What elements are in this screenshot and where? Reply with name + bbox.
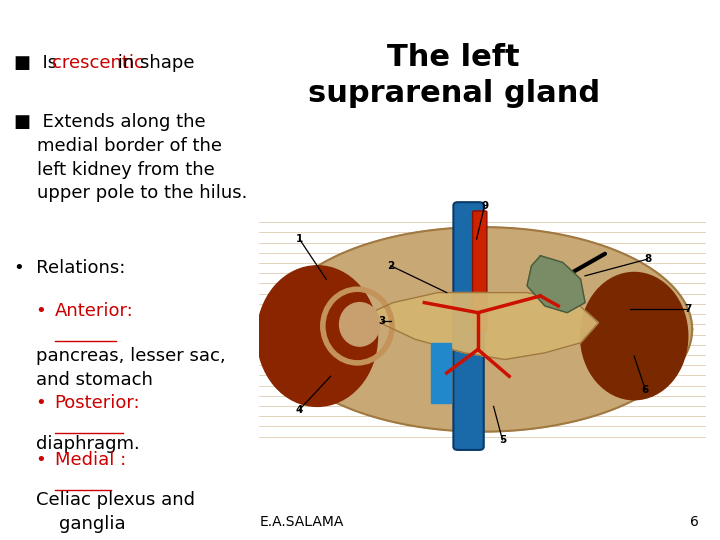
FancyBboxPatch shape [472,211,487,330]
Text: •: • [36,302,58,320]
Ellipse shape [580,273,688,400]
Polygon shape [273,227,692,431]
Text: Celiac plexus and
    ganglia: Celiac plexus and ganglia [36,491,195,533]
Text: in shape: in shape [112,54,194,72]
Text: ■  Is: ■ Is [14,54,63,72]
Text: •: • [36,451,58,469]
Text: Anterior:: Anterior: [55,302,133,320]
Text: 1: 1 [296,234,303,244]
Text: •: • [36,394,58,412]
FancyBboxPatch shape [454,202,484,450]
Ellipse shape [340,302,379,346]
Text: 6: 6 [642,384,649,395]
Text: pancreas, lesser sac,
and stomach: pancreas, lesser sac, and stomach [36,347,225,389]
Ellipse shape [257,266,377,407]
Text: 4: 4 [296,405,303,415]
Text: The left
suprarenal gland: The left suprarenal gland [307,43,600,108]
Text: Posterior:: Posterior: [55,394,140,412]
Text: 5: 5 [499,435,506,445]
Text: •  Relations:: • Relations: [14,259,126,277]
Text: E.A.SALAMA: E.A.SALAMA [259,515,343,529]
Text: Medial :: Medial : [55,451,126,469]
Text: 7: 7 [684,305,691,314]
Text: 9: 9 [481,200,488,211]
Text: 6: 6 [690,515,698,529]
Polygon shape [458,356,480,447]
Text: 3: 3 [378,316,386,326]
Text: crescentic: crescentic [52,54,144,72]
Polygon shape [371,293,598,360]
Text: 2: 2 [387,261,395,271]
Text: ■  Extends along the
    medial border of the
    left kidney from the
    upper: ■ Extends along the medial border of the… [14,113,248,202]
Polygon shape [431,343,451,403]
Text: diaphragm.: diaphragm. [36,435,140,453]
Polygon shape [527,256,585,313]
Text: 8: 8 [644,254,651,264]
